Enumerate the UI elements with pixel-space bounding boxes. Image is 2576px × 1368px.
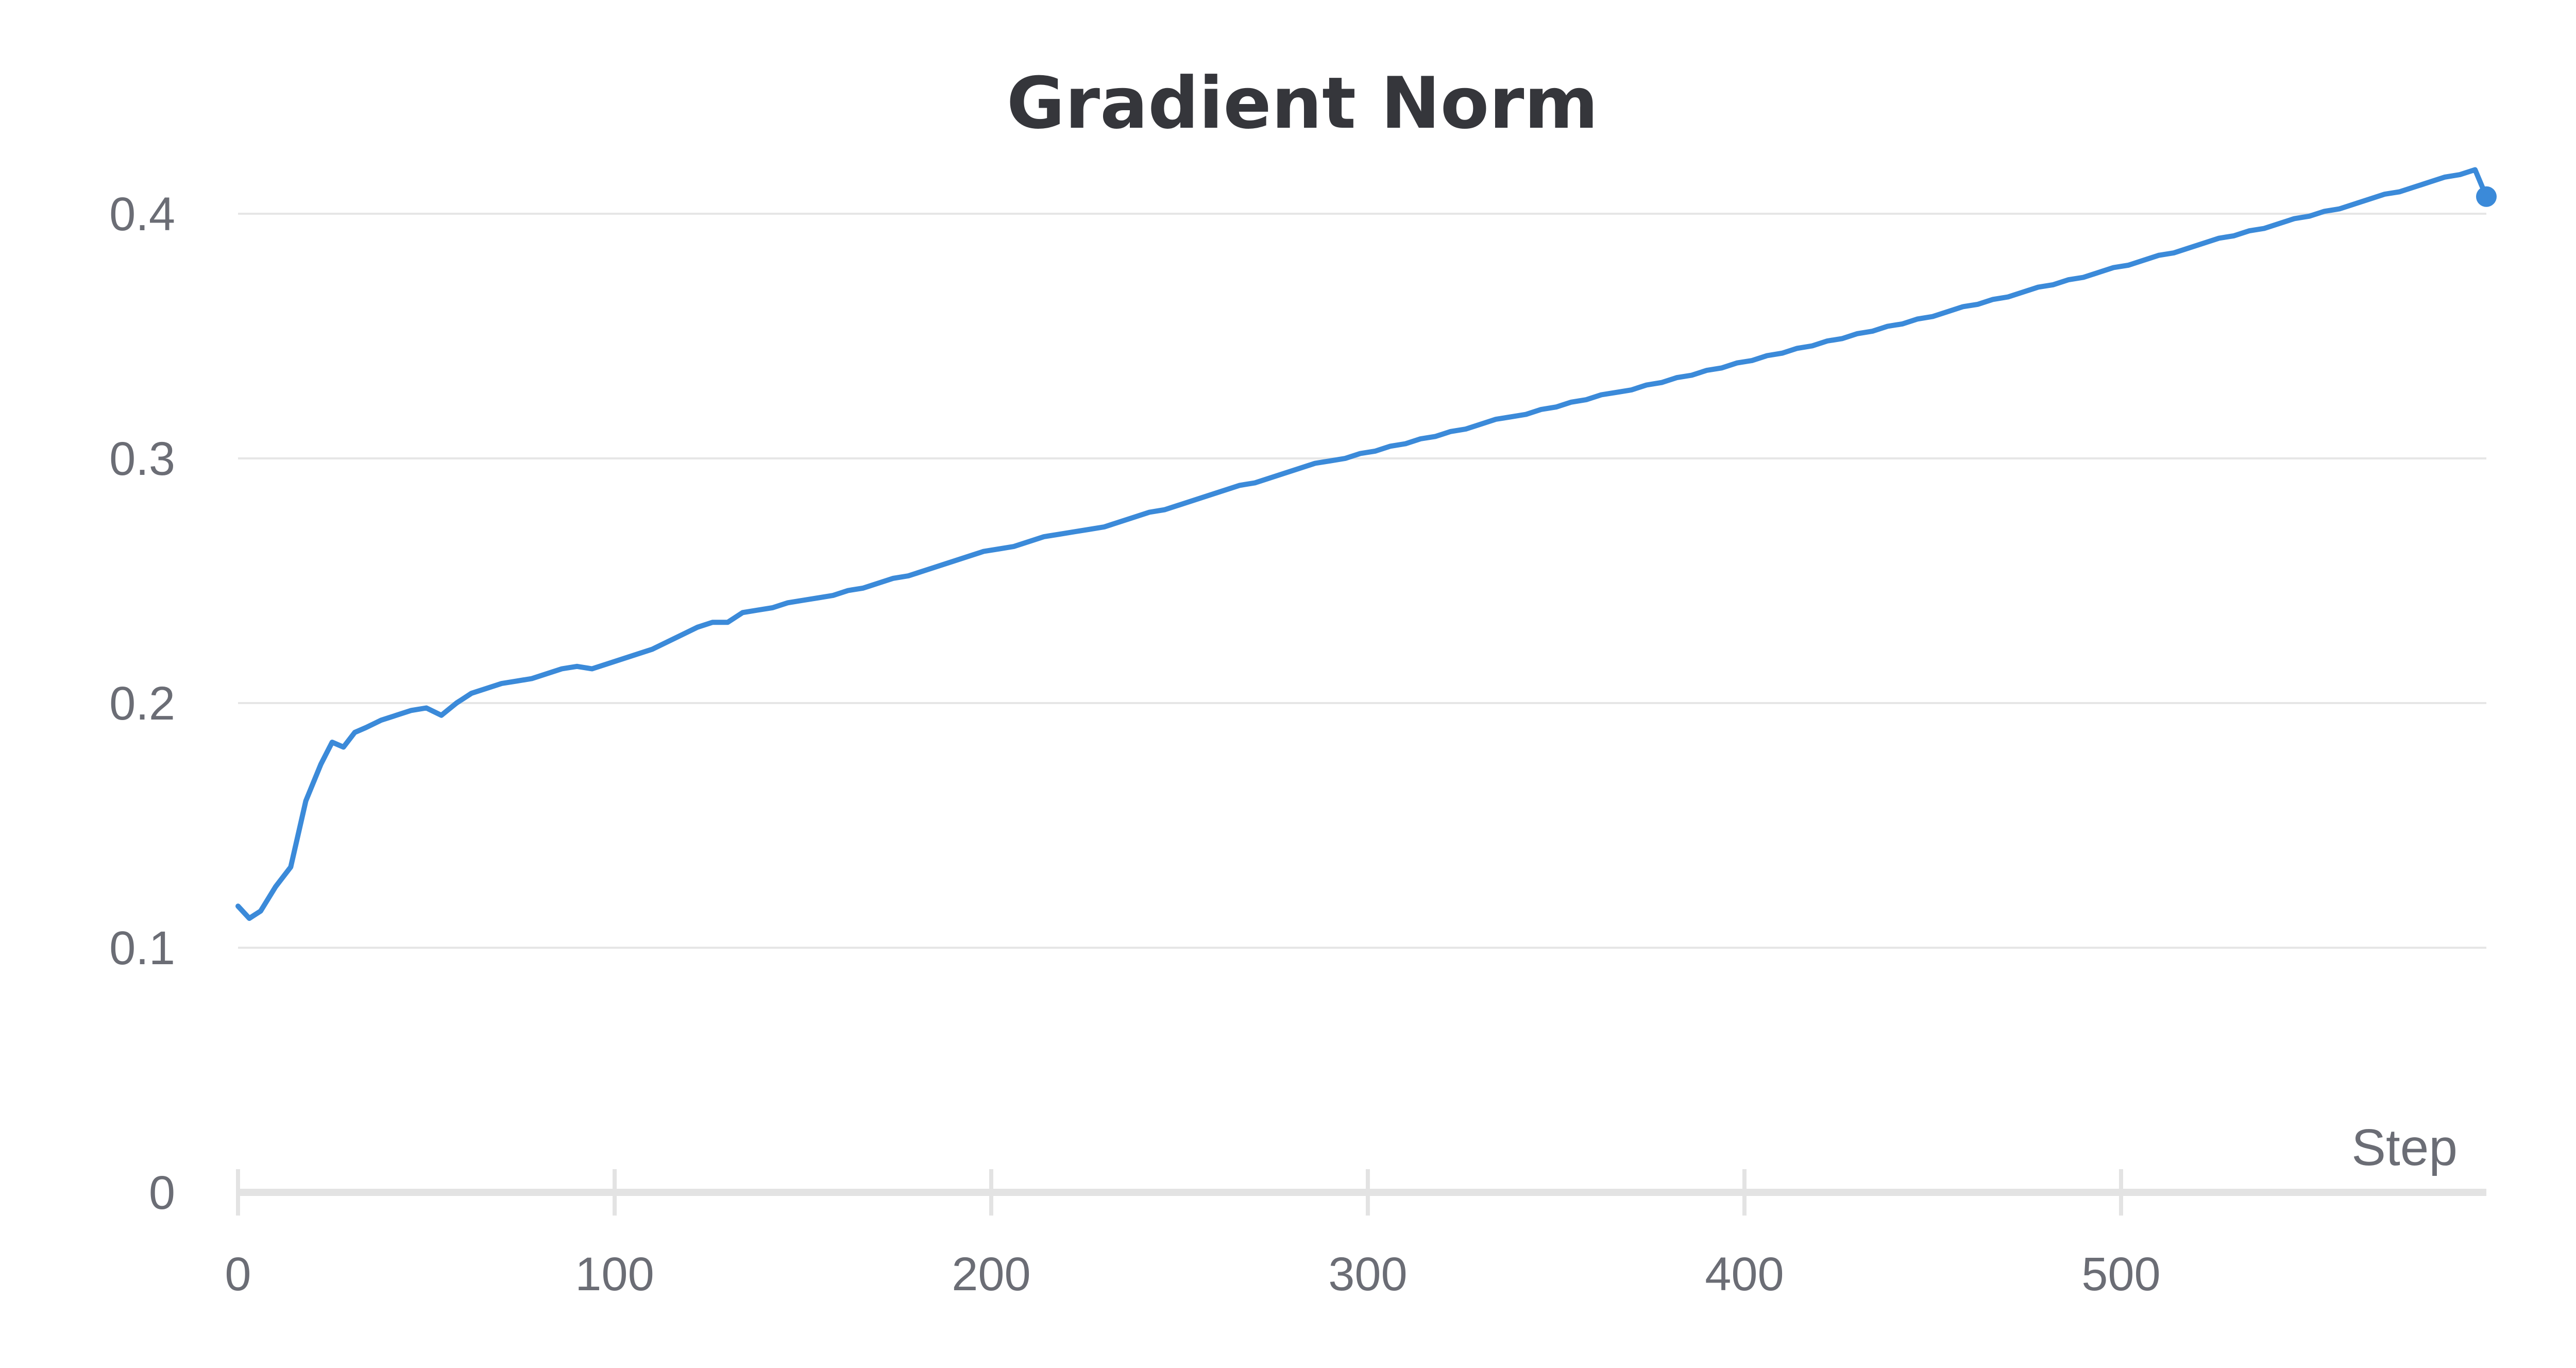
gridlines xyxy=(238,213,2486,949)
x-tick-label: 500 xyxy=(2081,1248,2161,1301)
x-tick-label: 300 xyxy=(1328,1248,1408,1301)
y-tick-label: 0.2 xyxy=(109,677,175,730)
y-tick-label: 0.4 xyxy=(109,188,175,241)
y-tick-label: 0.1 xyxy=(109,922,175,974)
y-axis-ticks: 0 0.1 0.2 0.3 0.4 xyxy=(109,188,175,1219)
x-tick-label: 0 xyxy=(225,1248,251,1301)
y-tick-label: 0.3 xyxy=(109,433,175,485)
x-tick-label: 100 xyxy=(575,1248,654,1301)
series-end-point xyxy=(2476,186,2497,207)
chart-title: Gradient Norm xyxy=(1006,62,1599,145)
y-tick-label: 0 xyxy=(149,1167,175,1219)
x-axis-title: Step xyxy=(2351,1119,2458,1176)
series-line xyxy=(235,167,2489,921)
x-axis: 0 100 200 300 400 500 xyxy=(225,1169,2486,1301)
x-tick-label: 400 xyxy=(1705,1248,1784,1301)
x-tick-label: 200 xyxy=(952,1248,1031,1301)
series-layer xyxy=(235,167,2497,921)
